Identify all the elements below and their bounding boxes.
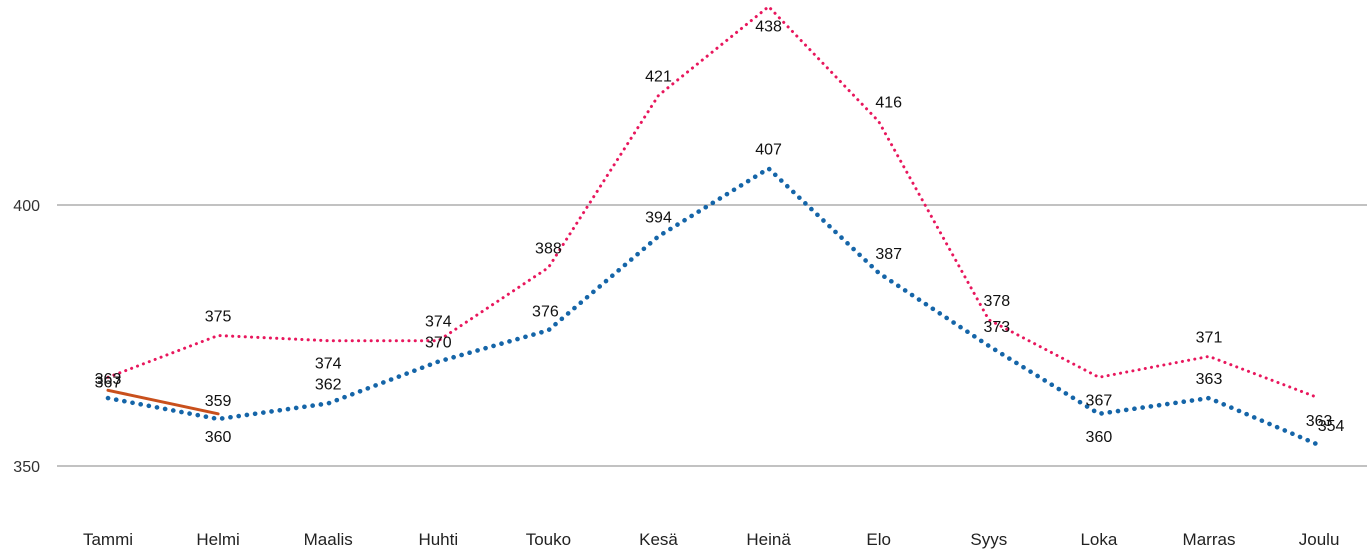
data-label: 373 — [983, 319, 1010, 336]
data-label: 370 — [425, 335, 452, 352]
data-label: 416 — [875, 95, 902, 112]
data-label: 360 — [205, 429, 232, 446]
data-label: 362 — [315, 376, 342, 393]
data-label: 388 — [535, 241, 562, 258]
x-category-label: Heinä — [746, 530, 791, 549]
x-category-label: Kesä — [639, 530, 678, 549]
x-category-label: Helmi — [196, 530, 239, 549]
x-category-label: Marras — [1183, 530, 1236, 549]
series-lines — [105, 5, 1322, 448]
data-label: 363 — [1196, 371, 1223, 388]
data-label: 374 — [315, 355, 342, 372]
y-axis-ticks: 350 400 — [13, 198, 40, 476]
x-category-label: Touko — [526, 530, 571, 549]
x-category-label: Huhti — [418, 530, 458, 549]
series-line-2 — [106, 388, 220, 416]
gridlines — [57, 204, 1367, 467]
data-label: 378 — [983, 293, 1010, 310]
x-axis-categories: Tammi Helmi Maalis Huhti Touko Kesä Heinä Elo Sy… — [83, 530, 1339, 549]
x-category-label: Maalis — [304, 530, 353, 549]
x-category-label: Elo — [866, 530, 891, 549]
x-category-label: Joulu — [1299, 530, 1340, 549]
data-label: 360 — [1086, 429, 1113, 446]
x-category-label: Loka — [1080, 530, 1117, 549]
data-label: 421 — [645, 68, 672, 85]
data-label: 371 — [1196, 329, 1223, 346]
data-label: 376 — [532, 303, 559, 320]
x-category-label: Tammi — [83, 530, 133, 549]
data-label: 363 — [95, 371, 122, 388]
data-label: 387 — [875, 246, 902, 263]
data-label: 363 — [1306, 413, 1333, 430]
data-label: 438 — [755, 19, 782, 36]
data-label: 407 — [755, 142, 782, 159]
data-label: 354 — [1318, 418, 1345, 435]
data-label: 367 — [95, 374, 122, 391]
data-label: 374 — [425, 314, 452, 331]
data-label: 375 — [205, 309, 232, 326]
y-tick-label: 350 — [13, 459, 40, 476]
series-line-1 — [105, 166, 1322, 448]
data-label: 359 — [205, 393, 232, 410]
data-label: 367 — [1086, 392, 1113, 409]
data-label: 394 — [645, 209, 672, 226]
data-labels: 367 375 374 388 421 438 416 378 367 371 363 363 359 3… — [95, 19, 1345, 446]
x-category-label: Syys — [970, 530, 1007, 549]
y-tick-label: 400 — [13, 198, 40, 215]
